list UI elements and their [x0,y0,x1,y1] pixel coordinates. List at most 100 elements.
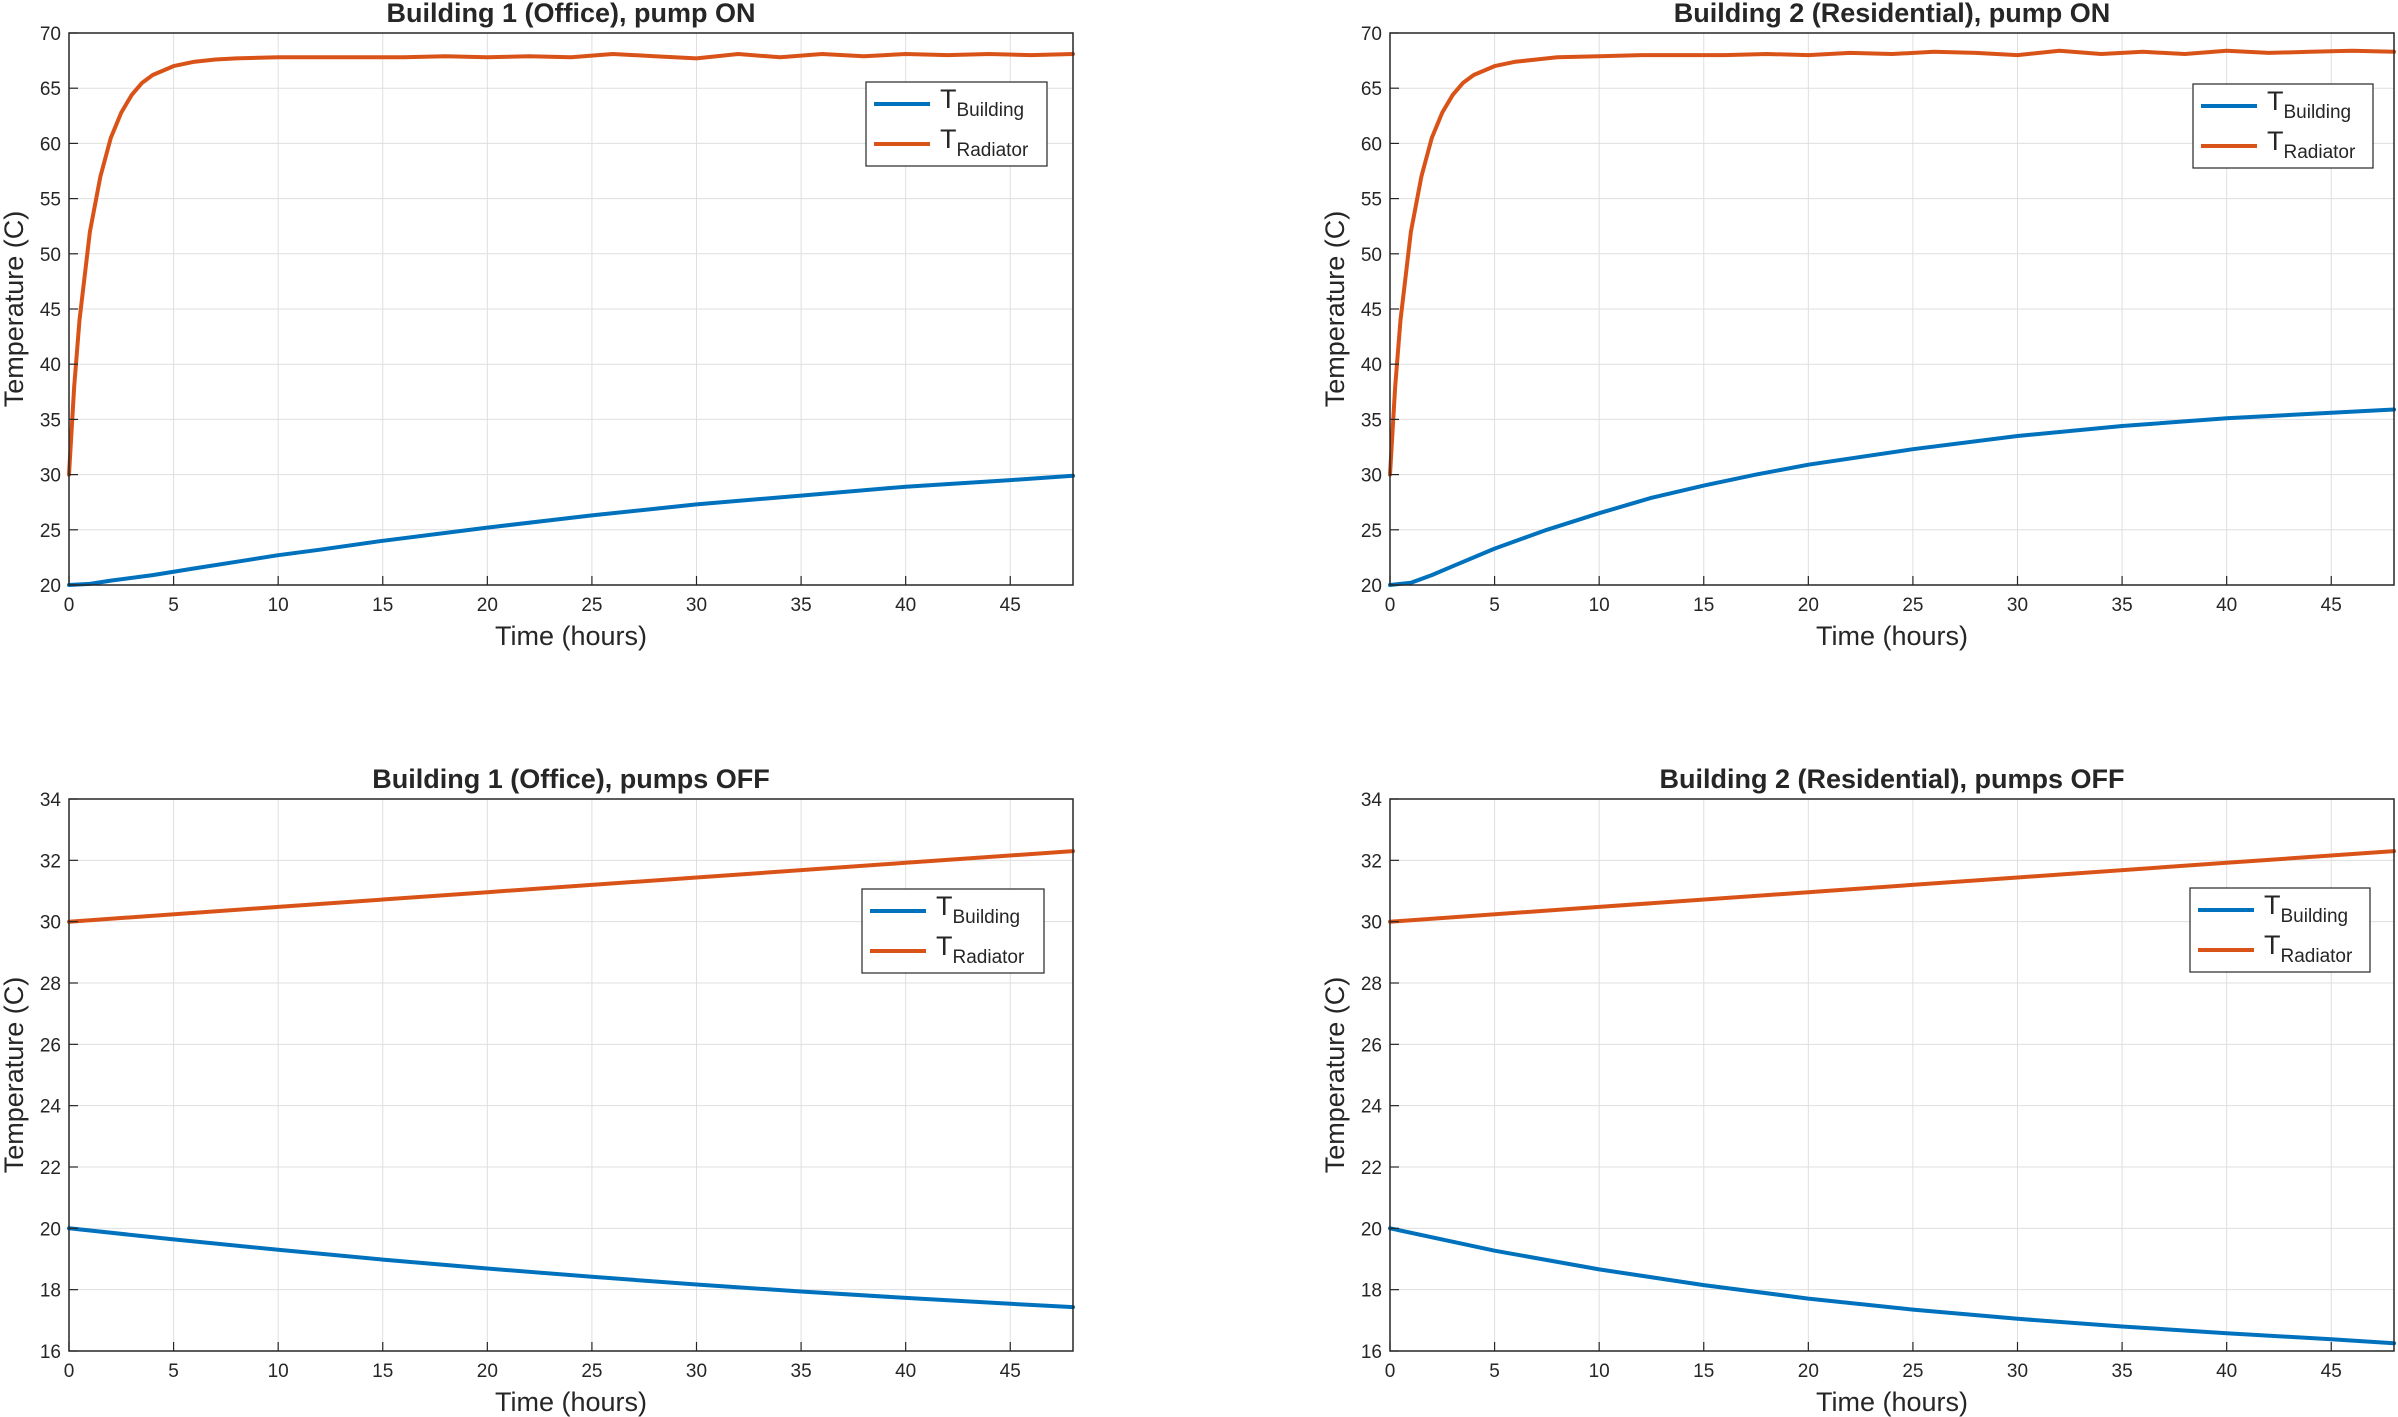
x-tick-label: 15 [372,595,393,616]
x-tick-label: 5 [168,1361,179,1382]
x-tick-label: 5 [1489,595,1500,616]
y-tick-label: 30 [1361,466,1382,487]
x-tick-label: 35 [791,595,812,616]
y-tick-label: 45 [1361,300,1382,321]
y-tick-label: 60 [1361,134,1382,155]
legend-entry-radiator: TRadiator [940,124,1029,161]
legend-entry-building: TBuilding [2264,890,2348,927]
y-axis-label: Temperature (C) [1320,211,1350,408]
y-tick-label: 26 [40,1035,61,1056]
y-tick-label: 65 [1361,79,1382,100]
legend-entry-radiator: TRadiator [2267,126,2356,163]
x-tick-label: 30 [2007,1361,2028,1382]
chart-title: Building 2 (Residential), pump ON [1674,0,2111,28]
y-tick-label: 34 [40,790,62,811]
chart-title: Building 2 (Residential), pumps OFF [1659,764,2124,794]
y-tick-label: 30 [1361,913,1382,934]
x-tick-label: 25 [581,1361,602,1382]
y-tick-label: 22 [1361,1158,1382,1179]
series-line-radiator [1388,48,2396,477]
y-tick-label: 50 [40,245,61,266]
x-tick-label: 35 [2112,595,2133,616]
x-tick-label: 40 [895,1361,916,1382]
y-tick-label: 34 [1361,790,1383,811]
legend-entry-building: TBuilding [936,891,1020,928]
chart-panel-4: 0 5 10 15 20 25 30 35 40 45 16 18 20 22 24 26 28 30 32 34 Ti… [1320,764,2396,1417]
x-tick-label: 10 [1589,1361,1610,1382]
y-tick-label: 65 [40,79,61,100]
x-tick-label: 40 [2216,595,2237,616]
x-tick-label: 20 [477,595,498,616]
y-tick-label: 25 [1361,521,1382,542]
y-axis-label: Temperature (C) [1320,977,1350,1174]
x-axis-label: Time (hours) [495,1387,647,1417]
y-tick-label: 26 [1361,1035,1382,1056]
x-tick-label: 0 [1385,1361,1396,1382]
x-tick-label: 0 [64,595,75,616]
y-tick-label: 35 [40,410,61,431]
y-tick-label: 70 [1361,24,1382,45]
x-tick-label: 45 [2321,595,2342,616]
x-tick-label: 15 [372,1361,393,1382]
y-tick-label: 32 [1361,851,1382,872]
series-line-building [67,473,1075,587]
x-tick-label: 20 [1798,595,1819,616]
y-tick-label: 28 [1361,974,1382,995]
plot-area [1390,799,2394,1351]
x-tick-label: 45 [1000,595,1021,616]
x-tick-label: 45 [1000,1361,1021,1382]
x-tick-label: 0 [1385,595,1396,616]
legend-box [865,81,1048,167]
legend-entry-radiator: TRadiator [2264,930,2353,967]
y-tick-label: 70 [40,24,61,45]
y-tick-label: 30 [40,466,61,487]
y-tick-label: 24 [1361,1097,1383,1118]
x-tick-label: 30 [686,595,707,616]
series-line-building [1388,407,2396,587]
y-tick-label: 20 [40,1219,61,1240]
chart-title: Building 1 (Office), pumps OFF [372,764,770,794]
x-axis-label: Time (hours) [1816,621,1968,651]
y-tick-label: 45 [40,300,61,321]
legend-box [2189,887,2371,973]
chart-title: Building 1 (Office), pump ON [387,0,756,28]
x-tick-label: 45 [2321,1361,2342,1382]
series-line-building [1388,1226,2396,1346]
y-axis-label: Temperature (C) [0,977,29,1174]
x-tick-label: 20 [1798,1361,1819,1382]
y-tick-label: 55 [40,190,61,211]
x-tick-label: 30 [686,1361,707,1382]
y-tick-label: 40 [40,355,61,376]
legend-entry-building: TBuilding [940,84,1024,121]
axes-box [68,798,1074,1352]
x-tick-label: 15 [1693,595,1714,616]
x-axis-label: Time (hours) [1816,1387,1968,1417]
x-tick-label: 10 [1589,595,1610,616]
legend-entry-radiator: TRadiator [936,931,1025,968]
x-tick-label: 10 [268,595,289,616]
y-tick-label: 30 [40,913,61,934]
x-tick-label: 30 [2007,595,2028,616]
x-tick-label: 0 [64,1361,75,1382]
y-tick-label: 16 [1361,1342,1382,1363]
x-tick-label: 25 [581,595,602,616]
legend-box [2192,83,2374,169]
x-tick-label: 20 [477,1361,498,1382]
y-tick-label: 20 [40,576,61,597]
y-tick-label: 32 [40,851,61,872]
series-line-radiator [1388,849,2396,924]
chart-panel-2: 0 5 10 15 20 25 30 35 40 45 20 25 30 35 40 45 50 55 60 65 70… [1320,0,2396,651]
x-tick-label: 15 [1693,1361,1714,1382]
y-axis-label: Temperature (C) [0,211,29,408]
y-tick-label: 25 [40,521,61,542]
y-tick-label: 22 [40,1158,61,1179]
plot-area [69,799,1073,1351]
x-tick-label: 25 [1902,595,1923,616]
y-tick-label: 16 [40,1342,61,1363]
chart-panel-1: 0 5 10 15 20 25 30 35 40 45 20 25 30 35 40 45 50 55 60 65 70… [0,0,1075,651]
y-tick-label: 20 [1361,1219,1382,1240]
